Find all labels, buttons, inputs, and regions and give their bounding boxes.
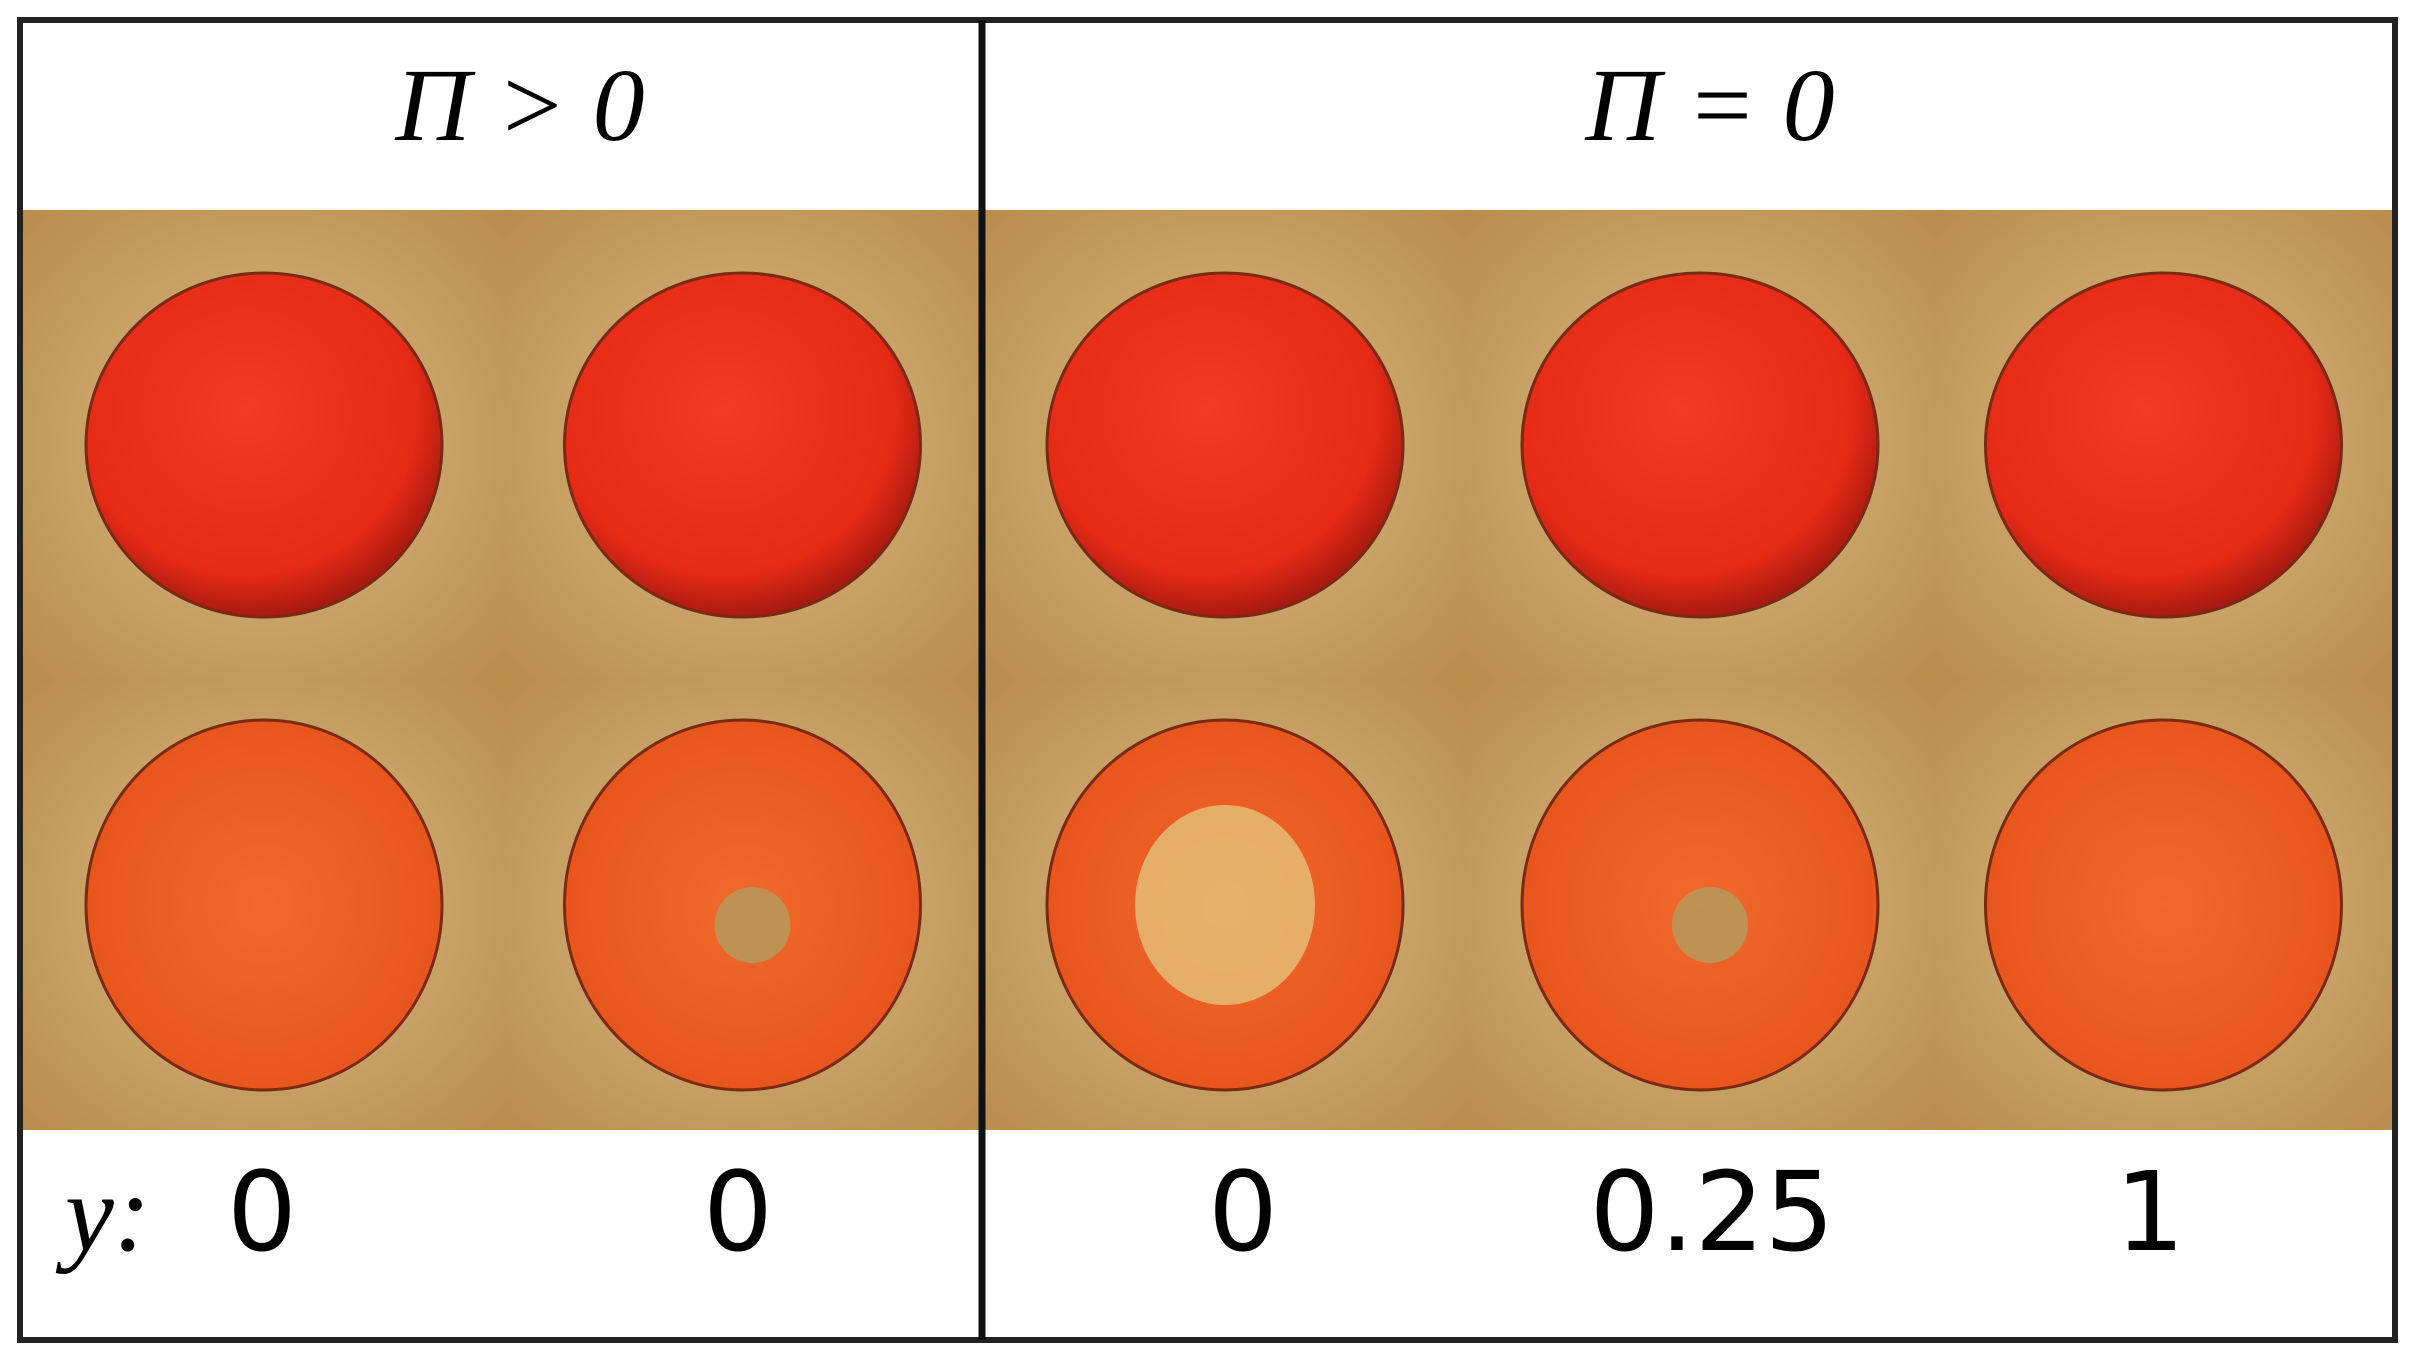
- sample-label: 0.25: [1590, 1148, 1835, 1276]
- droplet: [1984, 718, 2343, 1092]
- photos: [23, 210, 2392, 1130]
- droplet-core: [1135, 805, 1315, 1005]
- droplet: [1520, 271, 1880, 619]
- droplet: [1984, 271, 2343, 619]
- sample-label: 0: [227, 1148, 297, 1276]
- label-prefix: y:: [55, 1152, 150, 1274]
- panel-header: Π = 0: [1584, 48, 1834, 163]
- droplet-core: [714, 887, 791, 963]
- droplet: [1045, 271, 1405, 619]
- panel-header: Π > 0: [394, 48, 644, 163]
- frame: [17, 17, 2398, 1343]
- droplet: [84, 271, 444, 619]
- sample-label: 0: [703, 1148, 773, 1276]
- droplet: [563, 271, 922, 619]
- droplet-core: [1672, 887, 1748, 963]
- sample-label: 1: [2115, 1148, 2185, 1276]
- droplet: [84, 718, 444, 1092]
- sample-label: 0: [1208, 1148, 1278, 1276]
